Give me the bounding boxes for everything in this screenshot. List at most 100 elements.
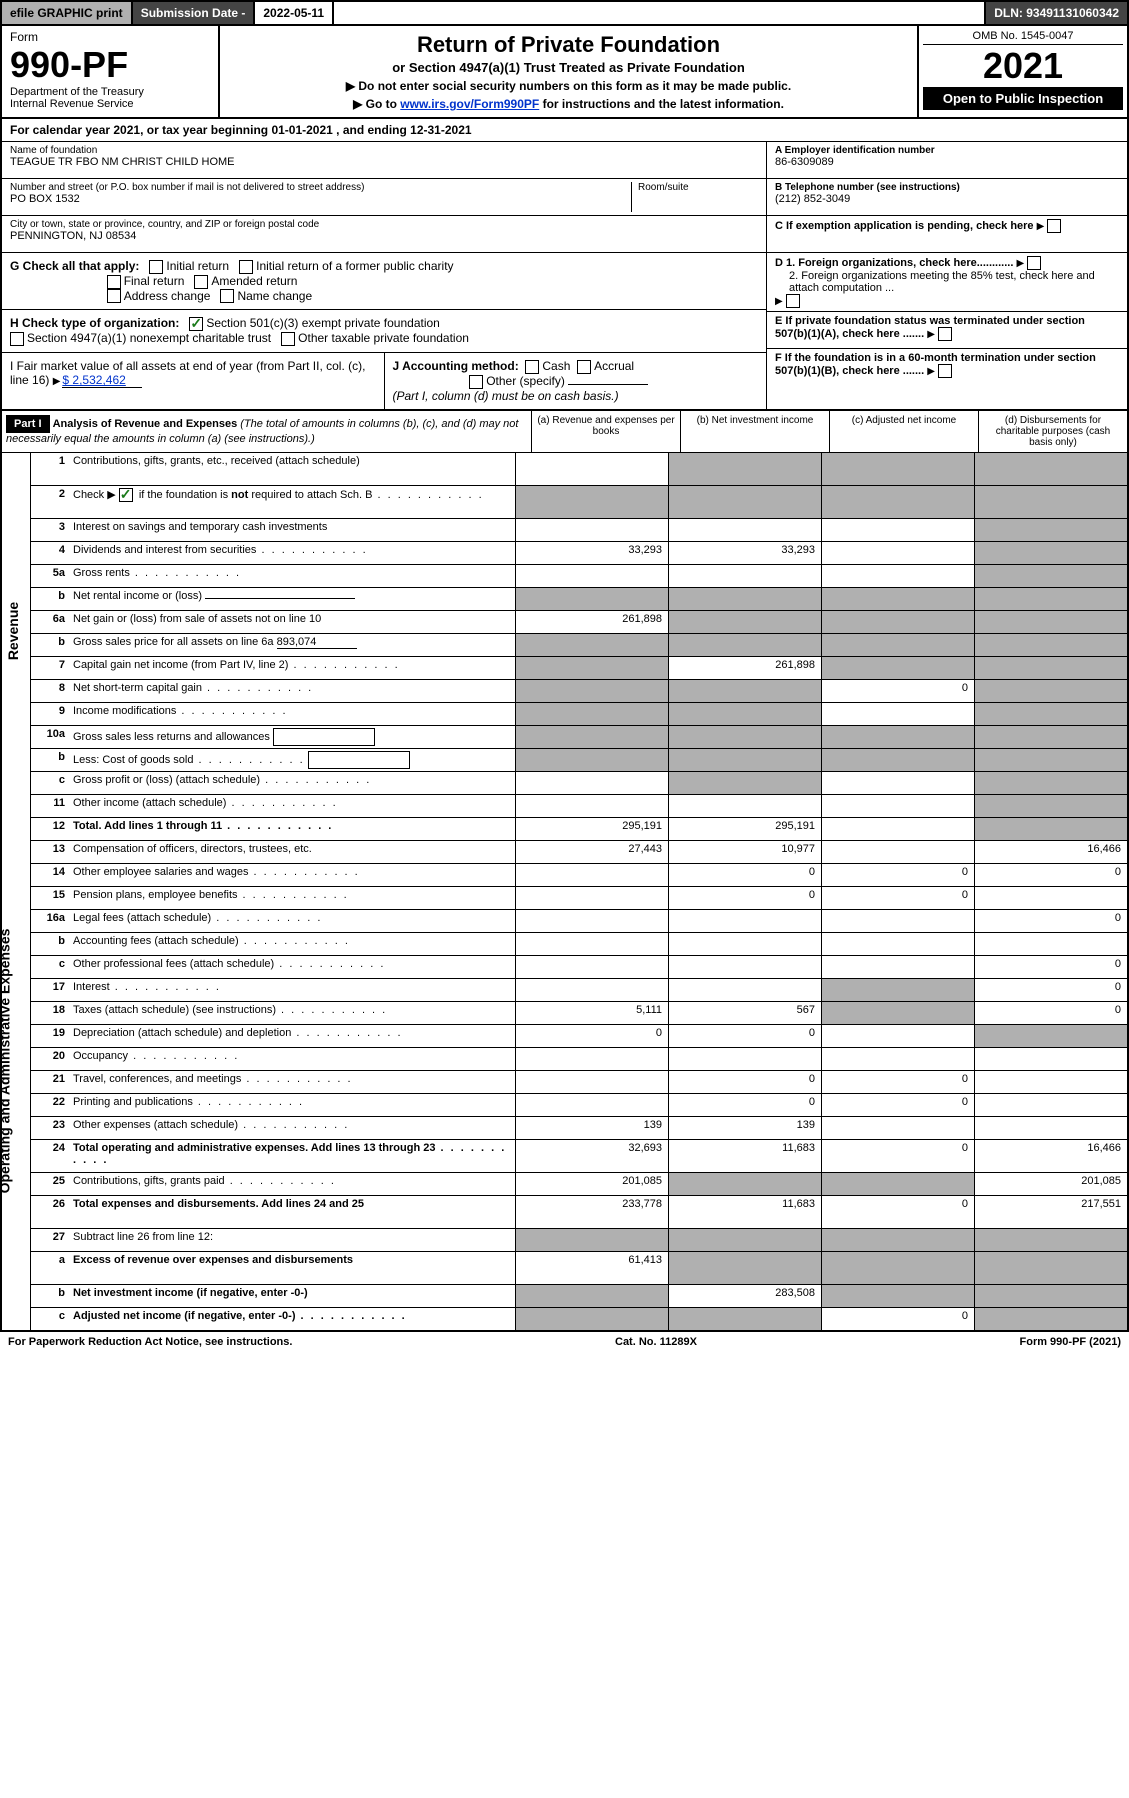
- other-taxable-cb[interactable]: [281, 332, 295, 346]
- row-18: 18Taxes (attach schedule) (see instructi…: [31, 1002, 1127, 1025]
- section-j: J Accounting method: Cash Accrual Other …: [385, 353, 767, 409]
- row-4: 4Dividends and interest from securities3…: [31, 542, 1127, 565]
- row-16c: cOther professional fees (attach schedul…: [31, 956, 1127, 979]
- other-method-cb[interactable]: [469, 375, 483, 389]
- row-25: 25Contributions, gifts, grants paid201,0…: [31, 1173, 1127, 1196]
- header-left: Form 990-PF Department of the Treasury I…: [2, 26, 220, 117]
- form-subtitle: or Section 4947(a)(1) Trust Treated as P…: [232, 60, 905, 75]
- phone-row: B Telephone number (see instructions) (2…: [767, 179, 1127, 216]
- row-15: 15Pension plans, employee benefits00: [31, 887, 1127, 910]
- foundation-name-row: Name of foundation TEAGUE TR FBO NM CHRI…: [2, 142, 766, 179]
- 85pct-cb[interactable]: [786, 294, 800, 308]
- row-2: 2Check ▶ if the foundation is not requir…: [31, 486, 1127, 519]
- col-c-header: (c) Adjusted net income: [829, 411, 978, 452]
- initial-former-cb[interactable]: [239, 260, 253, 274]
- efile-print-btn[interactable]: efile GRAPHIC print: [2, 2, 133, 24]
- calendar-year-line: For calendar year 2021, or tax year begi…: [0, 119, 1129, 142]
- section-h: H Check type of organization: Section 50…: [2, 310, 766, 353]
- exemption-pending-row: C If exemption application is pending, c…: [767, 216, 1127, 252]
- row-10a: 10aGross sales less returns and allowanc…: [31, 726, 1127, 749]
- check-sections: G Check all that apply: Initial return I…: [0, 253, 1129, 410]
- address-row: Number and street (or P.O. box number if…: [2, 179, 766, 216]
- main-table: Revenue Operating and Administrative Exp…: [0, 453, 1129, 1332]
- col-b-header: (b) Net investment income: [680, 411, 829, 452]
- header-right: OMB No. 1545-0047 2021 Open to Public In…: [917, 26, 1127, 117]
- exemption-checkbox[interactable]: [1047, 219, 1061, 233]
- row-10c: cGross profit or (loss) (attach schedule…: [31, 772, 1127, 795]
- col-d-header: (d) Disbursements for charitable purpose…: [978, 411, 1127, 452]
- side-labels: Revenue Operating and Administrative Exp…: [2, 453, 31, 1330]
- accrual-cb[interactable]: [577, 360, 591, 374]
- row-16b: bAccounting fees (attach schedule): [31, 933, 1127, 956]
- form-note-1: ▶ Do not enter social security numbers o…: [232, 79, 905, 93]
- row-27c: cAdjusted net income (if negative, enter…: [31, 1308, 1127, 1330]
- row-27a: aExcess of revenue over expenses and dis…: [31, 1252, 1127, 1285]
- row-17: 17Interest0: [31, 979, 1127, 1002]
- part1-header: Part I Analysis of Revenue and Expenses …: [0, 410, 1129, 453]
- row-6a: 6aNet gain or (loss) from sale of assets…: [31, 611, 1127, 634]
- terminated-cb[interactable]: [938, 327, 952, 341]
- row-19: 19Depreciation (attach schedule) and dep…: [31, 1025, 1127, 1048]
- row-6b: bGross sales price for all assets on lin…: [31, 634, 1127, 657]
- row-13: 13Compensation of officers, directors, t…: [31, 841, 1127, 864]
- ein-row: A Employer identification number 86-6309…: [767, 142, 1127, 179]
- row-21: 21Travel, conferences, and meetings00: [31, 1071, 1127, 1094]
- amended-return-cb[interactable]: [194, 275, 208, 289]
- row-14: 14Other employee salaries and wages000: [31, 864, 1127, 887]
- row-9: 9Income modifications: [31, 703, 1127, 726]
- submission-date-value: 2022-05-11: [255, 2, 334, 24]
- section-d: D 1. Foreign organizations, check here..…: [767, 253, 1127, 312]
- schb-cb[interactable]: [119, 488, 133, 502]
- 60month-cb[interactable]: [938, 364, 952, 378]
- 4947-cb[interactable]: [10, 332, 24, 346]
- row-26: 26Total expenses and disbursements. Add …: [31, 1196, 1127, 1229]
- row-1: 1Contributions, gifts, grants, etc., rec…: [31, 453, 1127, 486]
- room-suite-label: Room/suite: [638, 182, 758, 193]
- row-16a: 16aLegal fees (attach schedule)0: [31, 910, 1127, 933]
- section-e: E If private foundation status was termi…: [767, 312, 1127, 349]
- row-27: 27Subtract line 26 from line 12:: [31, 1229, 1127, 1252]
- initial-return-cb[interactable]: [149, 260, 163, 274]
- row-22: 22Printing and publications00: [31, 1094, 1127, 1117]
- city-row: City or town, state or province, country…: [2, 216, 766, 252]
- row-27b: bNet investment income (if negative, ent…: [31, 1285, 1127, 1308]
- cash-cb[interactable]: [525, 360, 539, 374]
- form-number: 990-PF: [10, 44, 210, 86]
- paperwork-notice: For Paperwork Reduction Act Notice, see …: [8, 1336, 292, 1348]
- revenue-label: Revenue: [5, 602, 21, 660]
- row-5a: 5aGross rents: [31, 565, 1127, 588]
- top-bar: efile GRAPHIC print Submission Date - 20…: [0, 0, 1129, 26]
- page-footer: For Paperwork Reduction Act Notice, see …: [0, 1332, 1129, 1352]
- fmv-link[interactable]: $ 2,532,462: [62, 373, 142, 388]
- row-8: 8Net short-term capital gain0: [31, 680, 1127, 703]
- row-7: 7Capital gain net income (from Part IV, …: [31, 657, 1127, 680]
- open-to-public: Open to Public Inspection: [923, 87, 1123, 110]
- irs-link[interactable]: www.irs.gov/Form990PF: [400, 97, 539, 111]
- dln-value: DLN: 93491131060342: [986, 2, 1127, 24]
- row-20: 20Occupancy: [31, 1048, 1127, 1071]
- tax-year: 2021: [923, 45, 1123, 87]
- address-change-cb[interactable]: [107, 289, 121, 303]
- topbar-spacer: [334, 2, 986, 24]
- dept-treasury: Department of the Treasury: [10, 86, 210, 98]
- row-10b: bLess: Cost of goods sold: [31, 749, 1127, 772]
- expenses-label: Operating and Administrative Expenses: [0, 928, 12, 1193]
- row-12: 12Total. Add lines 1 through 11295,19129…: [31, 818, 1127, 841]
- form-title: Return of Private Foundation: [232, 32, 905, 58]
- final-return-cb[interactable]: [107, 275, 121, 289]
- form-footer-label: Form 990-PF (2021): [1020, 1336, 1121, 1348]
- foreign-org-cb[interactable]: [1027, 256, 1041, 270]
- 501c3-cb[interactable]: [189, 317, 203, 331]
- form-note-2: ▶ Go to www.irs.gov/Form990PF for instru…: [232, 97, 905, 111]
- info-grid: Name of foundation TEAGUE TR FBO NM CHRI…: [0, 142, 1129, 253]
- form-header: Form 990-PF Department of the Treasury I…: [0, 26, 1129, 119]
- row-11: 11Other income (attach schedule): [31, 795, 1127, 818]
- irs-label: Internal Revenue Service: [10, 98, 210, 110]
- cat-number: Cat. No. 11289X: [615, 1336, 697, 1348]
- form-word: Form: [10, 30, 210, 44]
- section-i: I Fair market value of all assets at end…: [2, 353, 385, 409]
- row-24: 24Total operating and administrative exp…: [31, 1140, 1127, 1173]
- name-change-cb[interactable]: [220, 289, 234, 303]
- col-a-header: (a) Revenue and expenses per books: [531, 411, 680, 452]
- header-center: Return of Private Foundation or Section …: [220, 26, 917, 117]
